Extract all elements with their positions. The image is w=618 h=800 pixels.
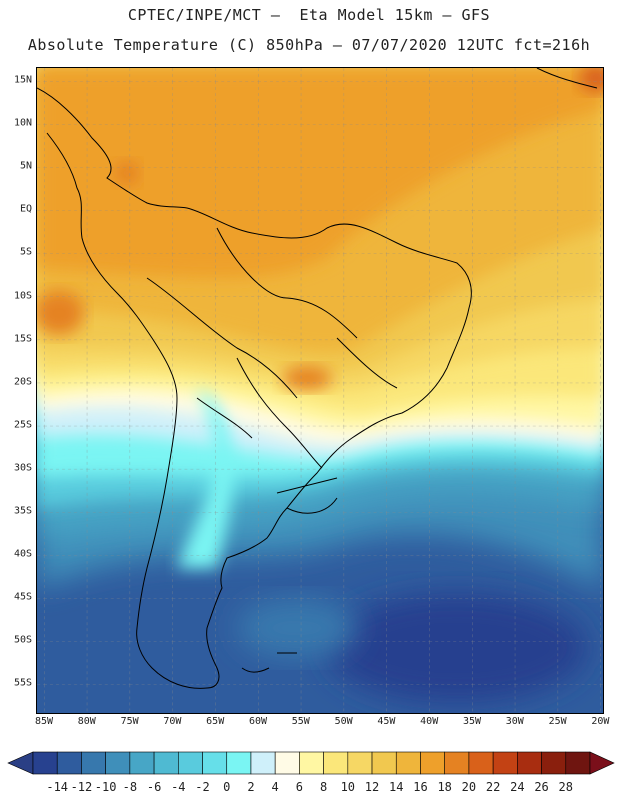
lat-lon-grid [37,68,603,713]
colorbar-swatch [32,751,58,775]
latitude-label: 5N [19,160,32,172]
colorbar-swatch [81,751,106,775]
latitude-label: 55S [13,677,32,689]
colorbar-tick-label: 8 [319,780,328,794]
longitude-label: 55W [291,716,310,727]
colorbar-tick-label: 18 [437,780,452,794]
latitude-label: 40S [13,548,32,560]
colorbar-swatch [323,751,349,775]
longitude-label: 20W [591,716,610,727]
colorbar-swatch [250,751,276,775]
colorbar-swatch [299,751,324,775]
longitude-label: 85W [34,716,54,727]
longitude-label: 45W [377,716,396,727]
colorbar-tick-label: 2 [247,780,255,794]
colorbar-swatch [565,751,591,775]
latitude-label: 10N [13,117,32,129]
colorbar-tick-label: 10 [340,780,356,794]
colorbar-tick-label: -14 [46,780,69,794]
temperature-map [36,67,604,714]
colorbar-tick-label: 12 [364,780,380,794]
colorbar-swatch [129,751,155,775]
colorbar-swatch [202,751,228,775]
colorbar-tick-label: 26 [534,780,549,794]
colorbar-tick-label: -10 [94,780,117,794]
colorbar-swatch [371,751,397,775]
latitude-label: 15S [13,333,32,345]
colorbar-tick-label: 14 [389,780,404,794]
map-field [37,68,603,713]
latitude-label: 5S [19,246,32,258]
latitude-label: 25S [13,419,32,431]
longitude-label: 60W [248,716,268,727]
colorbar-swatch [347,751,373,775]
coastlines [37,68,598,689]
longitude-label: 80W [77,716,96,727]
colorbar-swatch [444,751,470,775]
colorbar-swatch [178,751,203,775]
chart-subtitle: Absolute Temperature (C) 850hPa – 07/07/… [27,36,591,54]
colorbar-swatch [492,751,518,775]
colorbar-tick-label: -8 [122,780,138,794]
colorbar-tick-label: -12 [70,780,93,794]
longitude-label: 75W [120,716,139,727]
colorbar-tick-label: 20 [461,780,477,794]
chart-title: CPTEC/INPE/MCT – Eta Model 15km – GFS [127,6,491,24]
latitude-label: 45S [13,591,32,603]
colorbar-tick-label: 24 [510,780,525,794]
longitude-label: 70W [163,716,182,727]
colorbar-tick-label: 6 [295,780,304,794]
colorbar-tick-label: -4 [171,780,186,794]
colorbar-tick-label: 0 [223,780,231,794]
colorbar-tick-label: 28 [558,780,574,794]
colorbar-tick-label: 16 [413,780,428,794]
longitude-label: 40W [420,716,439,727]
latitude-label: EQ [19,203,32,215]
colorbar-tick-label: 22 [485,780,501,794]
colorbar-under-arrow [7,751,34,775]
longitude-label: 25W [548,716,567,727]
colorbar-swatch [541,751,567,775]
longitude-label: 35W [462,716,482,727]
colorbar-swatch [468,751,494,775]
latitude-label: 30S [13,462,32,474]
latitude-label: 10S [13,290,32,301]
colorbar-swatch [517,751,542,775]
colorbar-tick-label: 4 [271,780,279,794]
colorbar-swatch [274,751,300,775]
colorbar-swatch [395,751,421,775]
colorbar-swatch [56,751,82,775]
colorbar-swatch [420,751,445,775]
colorbar-over-arrow [589,751,615,775]
colorbar-swatch [105,751,131,775]
colorbar-tick-label: -2 [195,780,210,794]
latitude-label: 50S [13,634,32,646]
latitude-label: 15N [13,74,32,86]
colorbar-swatch [153,751,179,775]
colorbar-tick-label: -6 [146,780,162,794]
longitude-label: 50W [334,716,353,727]
latitude-label: 35S [13,505,32,517]
colorbar-swatch [226,751,252,775]
colorbar [7,751,615,775]
latitude-label: 20S [13,376,32,388]
longitude-label: 30W [505,716,524,727]
longitude-label: 65W [206,716,225,727]
